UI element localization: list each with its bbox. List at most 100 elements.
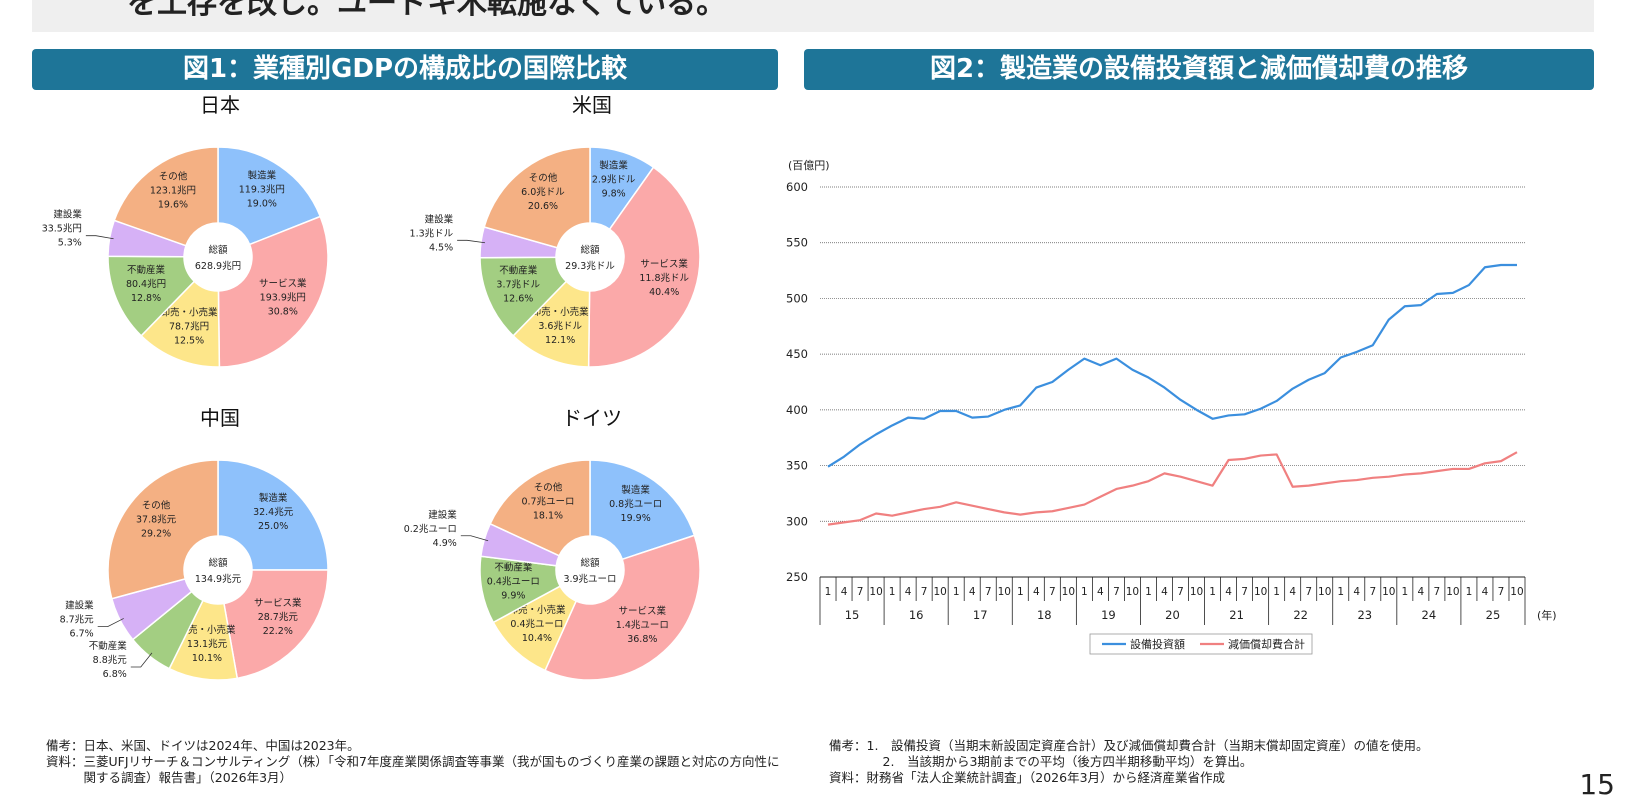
pie-slice-label: 18.1% <box>533 510 563 521</box>
shiryo-label: 資料： <box>829 770 867 785</box>
pie-slice-label: 8.7兆元 <box>60 615 95 626</box>
x-quarter-label: 4 <box>1289 586 1296 598</box>
pie-slice-label: 2.9兆ドル <box>592 175 636 186</box>
pie-center-label: 総額 <box>208 244 228 256</box>
pie-slice-label: 0.8兆ユーロ <box>609 499 662 510</box>
pie-slice-label: 10.4% <box>522 633 552 644</box>
pie-center-label: 3.9兆ユーロ <box>563 574 616 585</box>
x-quarter-label: 10 <box>1510 586 1523 598</box>
pie-slice-label: 卸売・小売業 <box>532 306 590 318</box>
pie-slice-label: 19.9% <box>621 513 651 524</box>
pie-slice-label: 3.6兆ドル <box>538 321 582 332</box>
x-quarter-label: 7 <box>921 586 928 598</box>
header-band: を工存を改し。ユードキ木転施なくている。 <box>32 0 1594 32</box>
biko-note-2: 2. 当該期から3期前までの平均（後方四半期移動平均）を算出。 <box>882 754 1253 769</box>
pie-slice-label: 9.9% <box>501 590 525 601</box>
pie-slice-label: サービス業 <box>254 597 302 609</box>
pie-slice-label: 80.4兆円 <box>126 279 166 290</box>
pie-slice-label: 不動産業 <box>499 265 538 277</box>
x-quarter-label: 10 <box>869 586 882 598</box>
pie-slice-label: 卸売・小売業 <box>161 306 219 318</box>
x-quarter-label: 1 <box>1401 586 1408 598</box>
pie-slice-label: 9.8% <box>602 189 626 200</box>
pie-slice-label: 建設業 <box>425 213 454 225</box>
pie-slice-label: 製造業 <box>599 160 628 172</box>
pie-title: ドイツ <box>562 406 622 430</box>
x-quarter-label: 7 <box>1305 586 1312 598</box>
series-line <box>827 451 1518 526</box>
y-tick-label: 400 <box>786 403 808 417</box>
x-quarter-label: 7 <box>1434 586 1441 598</box>
y-tick-label: 500 <box>786 291 808 305</box>
x-year-label: 19 <box>1101 608 1116 622</box>
pie-slice-label: 不動産業 <box>127 264 166 276</box>
pie-slice-label: サービス業 <box>640 258 688 270</box>
x-quarter-label: 10 <box>1062 586 1075 598</box>
pie-slice-label: 0.2兆ユーロ <box>404 524 457 535</box>
x-quarter-label: 7 <box>1113 586 1120 598</box>
pie-slice-label: 4.9% <box>433 538 457 549</box>
legend-label: 減価償却費合計 <box>1228 637 1305 651</box>
pie-slice-label: 3.7兆ドル <box>496 280 540 291</box>
pie-leader-line <box>130 652 153 668</box>
pie-slice-label: 1.4兆ユーロ <box>616 620 669 631</box>
page-number: 15 <box>1579 768 1615 801</box>
pie-slice-label: 25.0% <box>258 521 288 532</box>
pie-title: 米国 <box>572 93 612 117</box>
y-tick-label: 600 <box>786 180 808 194</box>
pie-leader-line <box>457 239 486 244</box>
x-quarter-label: 4 <box>1353 586 1360 598</box>
pie-slice-label: 119.3兆円 <box>239 184 285 195</box>
x-quarter-label: 4 <box>1033 586 1040 598</box>
header-text: を工存を改し。ユードキ木転施なくている。 <box>127 0 727 21</box>
pie-slice-label: サービス業 <box>259 277 307 289</box>
x-year-label: 16 <box>909 608 924 622</box>
pie-slice <box>223 569 329 680</box>
x-quarter-label: 7 <box>985 586 992 598</box>
pie-chart-germany: ドイツ製造業0.8兆ユーロ19.9%サービス業1.4兆ユーロ36.8%卸売・小売… <box>404 406 701 681</box>
shiryo-text: 財務省「法人企業統計調査」（2026年3月）から経済産業省作成 <box>866 770 1226 785</box>
pie-slice-label: 0.4兆ユーロ <box>487 576 540 587</box>
pie-slice-label: 1.3兆ドル <box>410 228 454 239</box>
legend-label: 設備投資額 <box>1130 637 1185 651</box>
pie-slice <box>217 215 329 368</box>
pie-slice-label: 33.5兆円 <box>42 224 82 235</box>
x-quarter-label: 10 <box>1126 586 1139 598</box>
pie-slice-label: 卸売・小売業 <box>179 624 237 636</box>
biko-label: 備考： <box>829 738 867 753</box>
pie-slice-label: 建設業 <box>53 209 82 221</box>
panel1-title: 図1：業種別GDPの構成比の国際比較 <box>32 49 778 90</box>
y-tick-label: 450 <box>786 347 808 361</box>
pie-slice-label: 12.5% <box>174 335 204 346</box>
x-quarter-label: 10 <box>998 586 1011 598</box>
pie-slice <box>113 146 219 247</box>
biko-text: 日本、米国、ドイツは2024年、中国は2023年。 <box>83 738 360 753</box>
x-quarter-label: 4 <box>1482 586 1489 598</box>
x-quarter-label: 10 <box>1446 586 1459 598</box>
shiryo-text: 三菱UFJリサーチ＆コンサルティング（株）「令和7年度産業関係調査等事業（我が国… <box>83 754 780 785</box>
x-quarter-label: 4 <box>969 586 976 598</box>
x-year-label: 22 <box>1293 608 1308 622</box>
pie-title: 中国 <box>200 406 240 430</box>
x-year-label: 23 <box>1357 608 1372 622</box>
x-quarter-label: 4 <box>841 586 848 598</box>
pie-slice-label: 10.1% <box>192 653 222 664</box>
pie-slice-label: 19.6% <box>158 199 188 210</box>
pie-slice-label: 建設業 <box>65 600 94 612</box>
series-line <box>827 263 1517 468</box>
pie-title: 日本 <box>200 93 240 117</box>
x-quarter-label: 1 <box>1081 586 1088 598</box>
pie-slice-label: 不動産業 <box>89 640 128 652</box>
pie-slice-label: 8.8兆元 <box>93 655 128 666</box>
pie-slice-label: 28.7兆元 <box>258 612 299 623</box>
x-quarter-label: 1 <box>1209 586 1216 598</box>
x-quarter-label: 10 <box>1254 586 1267 598</box>
pie-slice <box>107 459 219 600</box>
pie-slice-label: 13.1兆元 <box>187 639 228 650</box>
pie-center-label: 総額 <box>208 557 228 569</box>
pie-slice-label: 製造業 <box>259 492 288 504</box>
pie-center-label: 総額 <box>580 557 600 569</box>
pie-slice <box>217 146 322 246</box>
